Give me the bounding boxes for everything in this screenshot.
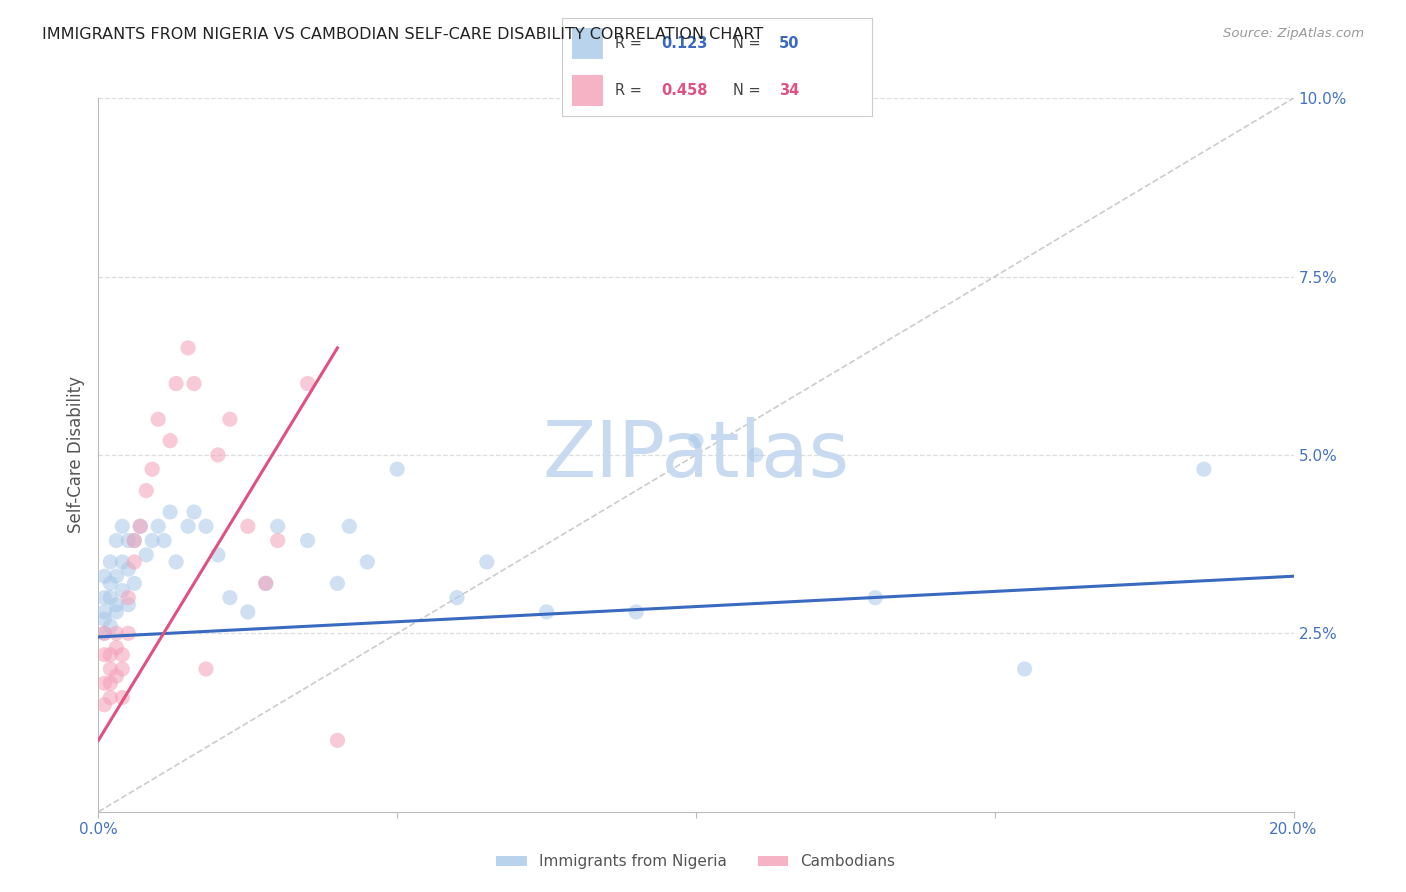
Text: 50: 50 <box>779 36 800 51</box>
Point <box>267 519 290 533</box>
Text: N =: N = <box>733 36 761 51</box>
Point <box>254 576 277 591</box>
Point <box>105 640 128 655</box>
Point <box>100 648 122 662</box>
Point <box>111 519 134 533</box>
Point <box>129 519 152 533</box>
Point <box>105 669 128 683</box>
Point <box>93 676 115 690</box>
Point <box>236 519 259 533</box>
Point <box>626 605 648 619</box>
Point <box>105 598 128 612</box>
Legend: Immigrants from Nigeria, Cambodians: Immigrants from Nigeria, Cambodians <box>491 848 901 875</box>
Bar <box>572 28 603 59</box>
Point <box>100 619 122 633</box>
Point <box>111 690 134 705</box>
Text: 0.123: 0.123 <box>661 36 707 51</box>
Point <box>93 605 115 619</box>
Y-axis label: Self-Care Disability: Self-Care Disability <box>66 376 84 533</box>
Point <box>183 376 205 391</box>
Point <box>111 583 134 598</box>
Point <box>1192 462 1215 476</box>
Point <box>207 548 229 562</box>
Point <box>100 690 122 705</box>
Point <box>177 519 200 533</box>
Point <box>111 662 134 676</box>
Point <box>536 605 558 619</box>
Point <box>105 533 128 548</box>
Point <box>148 412 170 426</box>
Point <box>159 505 181 519</box>
Point <box>207 448 229 462</box>
Point <box>100 555 122 569</box>
Point <box>254 576 277 591</box>
Point <box>195 662 218 676</box>
Point <box>117 562 139 576</box>
Text: N =: N = <box>733 83 761 98</box>
Text: 34: 34 <box>779 83 799 98</box>
Point <box>93 626 115 640</box>
Point <box>117 533 139 548</box>
Point <box>165 555 187 569</box>
Point <box>153 533 176 548</box>
Point <box>93 569 115 583</box>
Text: R =: R = <box>614 83 643 98</box>
Point <box>267 533 290 548</box>
Point <box>105 569 128 583</box>
Point <box>100 662 122 676</box>
Bar <box>572 75 603 106</box>
Point <box>183 505 205 519</box>
Point <box>446 591 468 605</box>
Point <box>100 591 122 605</box>
Point <box>124 533 146 548</box>
Text: R =: R = <box>614 36 643 51</box>
Point <box>100 576 122 591</box>
Point <box>105 605 128 619</box>
Point <box>124 576 146 591</box>
Text: IMMIGRANTS FROM NIGERIA VS CAMBODIAN SELF-CARE DISABILITY CORRELATION CHART: IMMIGRANTS FROM NIGERIA VS CAMBODIAN SEL… <box>42 27 763 42</box>
Point <box>93 612 115 626</box>
Point <box>165 376 187 391</box>
Point <box>129 519 152 533</box>
Point <box>219 591 242 605</box>
Point <box>141 533 163 548</box>
Point <box>326 576 349 591</box>
Point <box>141 462 163 476</box>
Point <box>93 698 115 712</box>
Point <box>745 448 768 462</box>
Point <box>105 626 128 640</box>
Text: Source: ZipAtlas.com: Source: ZipAtlas.com <box>1223 27 1364 40</box>
Point <box>236 605 259 619</box>
Point <box>135 483 157 498</box>
Point <box>339 519 360 533</box>
Point <box>117 591 139 605</box>
Text: ZIPatlas: ZIPatlas <box>543 417 849 493</box>
Point <box>111 648 134 662</box>
Point <box>93 648 115 662</box>
Point <box>124 555 146 569</box>
Point <box>326 733 349 747</box>
Point <box>475 555 498 569</box>
Point <box>219 412 242 426</box>
Point <box>385 462 409 476</box>
Point <box>117 598 139 612</box>
Point <box>117 626 139 640</box>
Point <box>177 341 200 355</box>
Point <box>159 434 181 448</box>
Point <box>685 434 707 448</box>
Point <box>1014 662 1036 676</box>
Point <box>195 519 218 533</box>
Point <box>356 555 378 569</box>
Point <box>111 555 134 569</box>
Point <box>297 376 319 391</box>
Text: 0.458: 0.458 <box>661 83 707 98</box>
Point <box>100 676 122 690</box>
Point <box>135 548 157 562</box>
Point <box>124 533 146 548</box>
Point <box>297 533 319 548</box>
Point <box>865 591 887 605</box>
Point <box>93 591 115 605</box>
Point <box>148 519 170 533</box>
Point <box>93 626 115 640</box>
